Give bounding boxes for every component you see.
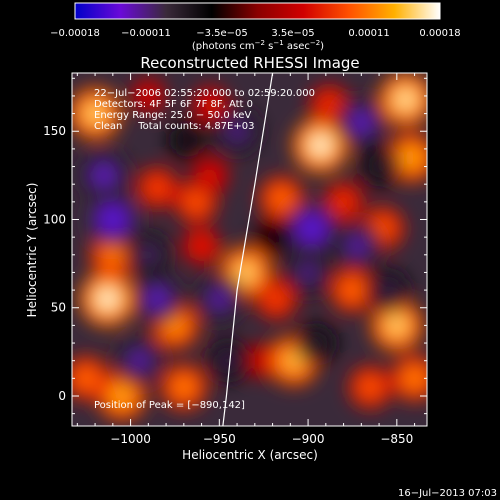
intensity-blob (133, 354, 146, 367)
intensity-blob (231, 125, 243, 138)
intensity-blob (382, 284, 394, 296)
intensity-blob (100, 291, 115, 306)
intensity-blob (205, 100, 216, 110)
chart-title: Reconstructed RHESSI Image (140, 54, 359, 72)
x-axis-label: Heliocentric X (arcsec) (182, 448, 318, 462)
footer-timestamp: 16−Jul−2013 07:03 (398, 488, 497, 499)
intensity-blob (88, 106, 102, 121)
intensity-blob (275, 192, 288, 204)
y-axis-label: Heliocentric Y (arcsec) (25, 183, 39, 318)
x-tick-label: −1000 (110, 432, 151, 446)
intensity-blob (177, 381, 190, 394)
colorbar-tick-label: −3.5e−05 (196, 28, 248, 39)
plot-frame (71, 72, 428, 427)
info-line-energy: Energy Range: 25.0 − 50.0 keV (94, 110, 251, 121)
intensity-blob (355, 116, 368, 129)
y-tick-label: 0 (58, 389, 66, 403)
x-tick-label: −950 (203, 432, 236, 446)
colorbar-units: (photons cm−2 s−1 asec−2) (192, 39, 324, 52)
intensity-blob (338, 196, 349, 207)
intensity-map (72, 73, 427, 421)
colorbar-ticks: −0.00018 −0.00011 −3.5e−05 3.5e−05 0.00011 0.… (50, 28, 461, 39)
intensity-blob (106, 212, 120, 227)
x-tick-label: −850 (380, 432, 413, 446)
intensity-blob (287, 354, 301, 368)
intensity-blob (313, 138, 328, 153)
info-line-time: 22−Jul−2006 02:55:20.000 to 02:59:20.000 (94, 88, 315, 99)
intensity-blob (97, 169, 111, 182)
intensity-blob (311, 337, 323, 349)
intensity-blob (404, 151, 418, 164)
intensity-blob (190, 196, 202, 208)
intensity-blob (213, 292, 226, 305)
intensity-blob (150, 292, 164, 306)
colorbar-strip (74, 2, 441, 20)
intensity-blob (267, 232, 278, 242)
y-tick-label: 50 (51, 301, 66, 315)
intensity-blob (346, 284, 359, 296)
y-tick-label: 150 (43, 124, 66, 138)
colorbar: −0.00018 −0.00011 −3.5e−05 3.5e−05 0.00011 0.… (50, 2, 461, 52)
x-tick-label: −900 (292, 432, 325, 446)
solar-limb-curve (222, 73, 274, 426)
intensity-blob (270, 293, 282, 305)
intensity-blob (305, 221, 319, 235)
intensity-blob (302, 266, 314, 279)
y-tick-label: 100 (43, 212, 66, 226)
image-area (72, 73, 427, 426)
intensity-blob (398, 92, 413, 107)
x-axis-ticks: −1000 −950 −900 −850 (76, 73, 416, 446)
colorbar-tick-label: 0.00011 (348, 28, 389, 39)
intensity-blob (196, 241, 207, 251)
intensity-blob (80, 372, 92, 384)
intensity-blob (408, 372, 421, 385)
intensity-blob (168, 319, 181, 332)
intensity-blob (106, 248, 119, 261)
intensity-blob (222, 355, 234, 367)
intensity-blob (324, 99, 335, 110)
info-line-detectors: Detectors: 4F 5F 6F 7F 8F, Att 0 (94, 99, 253, 110)
intensity-blob (390, 318, 404, 333)
intensity-blob (239, 265, 253, 280)
intensity-blob (115, 389, 128, 403)
intensity-blob (205, 170, 216, 181)
colorbar-tick-label: −0.00011 (121, 28, 171, 39)
y-axis-ticks: 0 50 100 150 (43, 77, 427, 415)
intensity-blob (377, 222, 389, 234)
colorbar-tick-label: 3.5e−05 (271, 28, 314, 39)
intensity-blob (259, 356, 269, 366)
intensity-blob (142, 249, 154, 261)
intensity-blob (143, 91, 153, 101)
intensity-blob (151, 182, 163, 193)
peak-position-label: Position of Peak = [−890,142] (94, 400, 245, 411)
intensity-blob (351, 239, 364, 252)
colorbar-tick-label: 0.00018 (419, 28, 460, 39)
intensity-blob (182, 135, 193, 146)
colorbar-tick-label: −0.00018 (50, 28, 100, 39)
info-annotation: 22−Jul−2006 02:55:20.000 to 02:59:20.000… (94, 88, 315, 411)
intensity-blob (364, 381, 376, 393)
info-line-clean: Clean Total counts: 4.87E+03 (94, 121, 254, 132)
intensity-blob (373, 161, 385, 172)
